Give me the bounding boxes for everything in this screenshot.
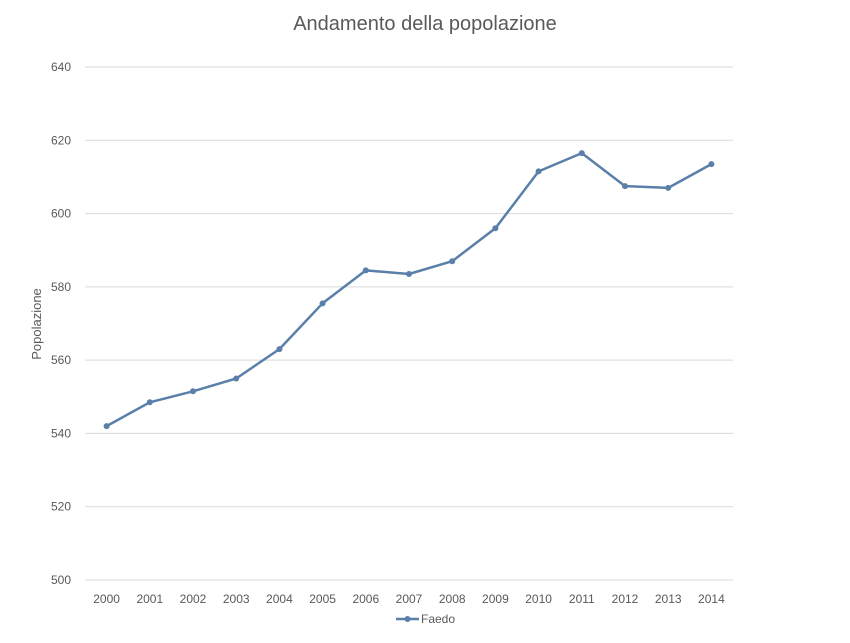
x-tick-label-2001: 2001 bbox=[136, 592, 163, 606]
x-tick-label-2013: 2013 bbox=[655, 592, 682, 606]
data-point-2009 bbox=[492, 225, 499, 232]
gridlines bbox=[85, 66, 733, 581]
y-tick-label-560: 560 bbox=[51, 353, 71, 367]
series-line-0 bbox=[105, 151, 713, 428]
y-tick-label-600: 600 bbox=[51, 207, 71, 221]
data-point-2004 bbox=[276, 346, 283, 353]
data-point-2002 bbox=[190, 388, 196, 395]
x-tick-label-2007: 2007 bbox=[396, 592, 423, 606]
legend-swatch-marker bbox=[404, 616, 411, 622]
data-point-2014 bbox=[708, 161, 715, 168]
x-tick-label-2004: 2004 bbox=[266, 592, 293, 606]
y-tick-label-500: 500 bbox=[51, 573, 71, 587]
y-tick-label-640: 640 bbox=[51, 60, 71, 74]
data-point-2012 bbox=[622, 183, 628, 190]
data-point-2010 bbox=[535, 168, 542, 175]
data-point-2013 bbox=[665, 184, 672, 191]
x-tick-label-2010: 2010 bbox=[525, 592, 552, 606]
x-tick-label-2002: 2002 bbox=[180, 592, 207, 606]
data-point-2008 bbox=[449, 258, 456, 265]
y-tick-label-580: 580 bbox=[51, 280, 71, 294]
legend-label: Faedo bbox=[421, 612, 455, 626]
y-tick-label-520: 520 bbox=[51, 500, 71, 514]
x-tick-label-2006: 2006 bbox=[352, 592, 379, 606]
chart-title: Andamento della popolazione bbox=[293, 13, 557, 35]
x-tick-label-2008: 2008 bbox=[439, 592, 466, 606]
data-point-2005 bbox=[319, 300, 326, 307]
x-tick-label-2012: 2012 bbox=[612, 592, 639, 606]
data-point-2011 bbox=[578, 150, 585, 157]
x-tick-label-2000: 2000 bbox=[93, 592, 120, 606]
x-tick-label-2005: 2005 bbox=[309, 592, 336, 606]
x-tick-label-2009: 2009 bbox=[482, 592, 509, 606]
x-tick-label-2011: 2011 bbox=[569, 592, 595, 606]
data-point-2001 bbox=[146, 399, 153, 406]
data-point-2003 bbox=[233, 375, 240, 382]
y-tick-label-620: 620 bbox=[51, 133, 71, 147]
x-tick-label-2014: 2014 bbox=[698, 592, 725, 606]
x-tick-label-2003: 2003 bbox=[223, 592, 250, 606]
y-axis-label: Popolazione bbox=[29, 288, 44, 360]
y-axis-ticks: 500 520 540 560 580 600 620 640 bbox=[51, 60, 71, 587]
data-point-2007 bbox=[406, 271, 412, 278]
legend: Faedo bbox=[396, 612, 455, 626]
data-point-2006 bbox=[362, 267, 369, 274]
data-point-2000 bbox=[103, 423, 110, 430]
y-tick-label-540: 540 bbox=[51, 426, 71, 440]
series bbox=[103, 150, 715, 430]
x-axis-ticks: 2000 2001 2002 2003 2004 2005 2006 2007 2008 2009… bbox=[93, 592, 725, 606]
